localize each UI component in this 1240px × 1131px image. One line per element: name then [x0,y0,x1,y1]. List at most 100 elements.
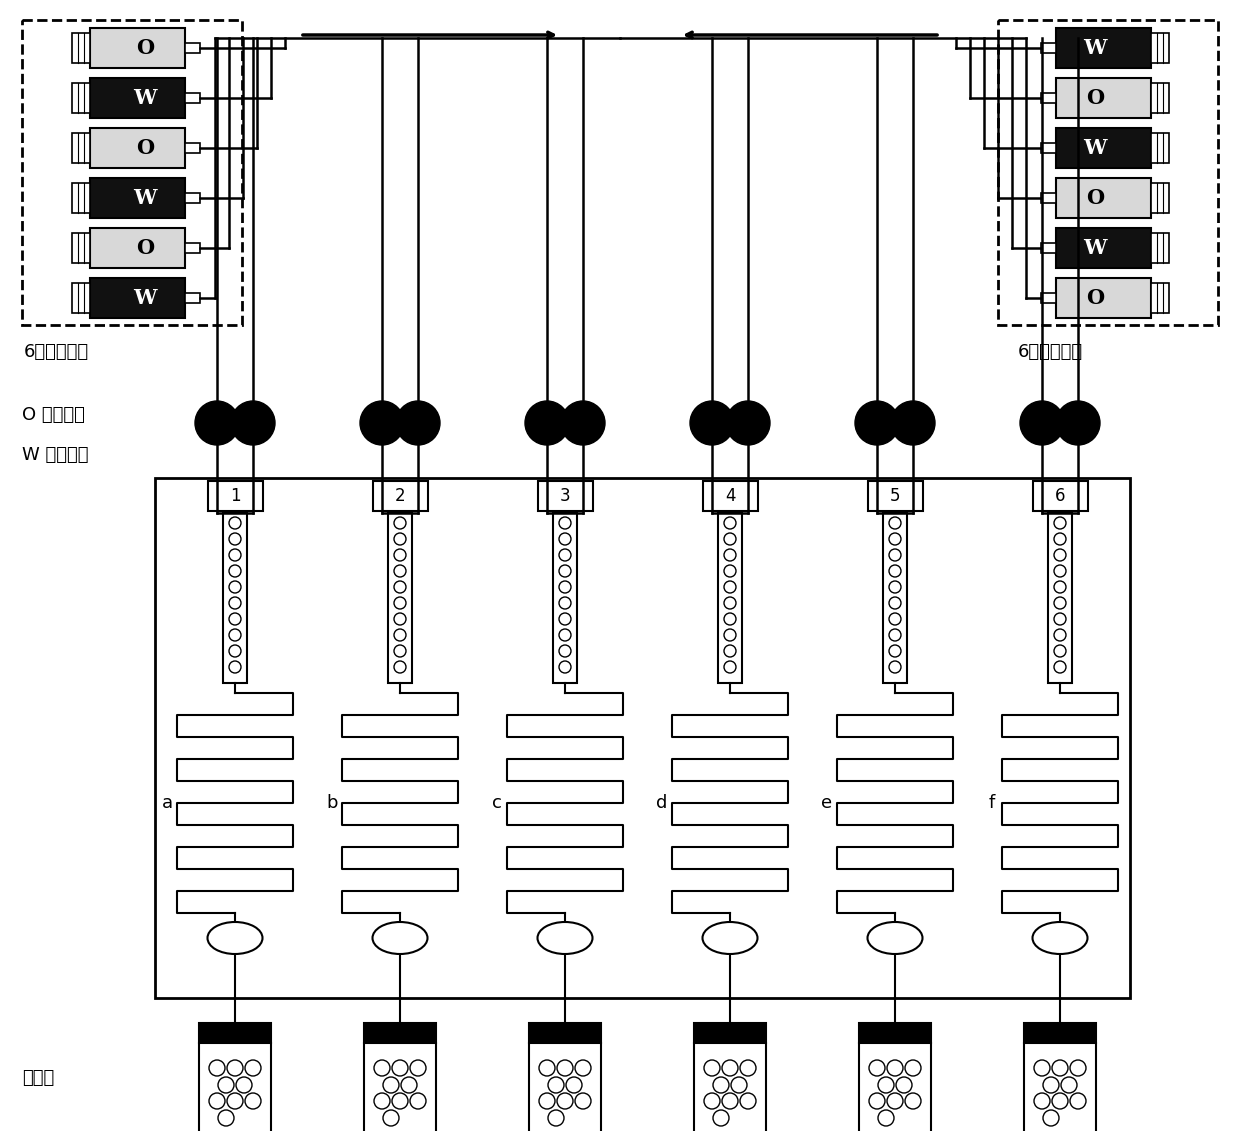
Bar [372,481,428,511]
Circle shape [897,1077,911,1093]
Circle shape [236,1077,252,1093]
Ellipse shape [537,922,593,955]
Bar [89,28,185,68]
Circle shape [229,597,241,608]
Bar [1151,183,1168,213]
Circle shape [724,533,737,545]
Circle shape [560,402,605,444]
Bar [72,233,89,264]
Circle shape [724,549,737,561]
Text: O: O [136,138,154,158]
Circle shape [724,629,737,641]
Circle shape [704,1060,720,1076]
Bar [1151,33,1168,63]
Circle shape [740,1060,756,1076]
Circle shape [525,402,569,444]
Bar [537,481,593,511]
Circle shape [394,517,405,529]
Circle shape [229,533,241,545]
Circle shape [1054,533,1066,545]
Circle shape [1070,1093,1086,1110]
Bar [185,243,200,253]
Circle shape [905,1060,921,1076]
Bar [529,1043,601,1131]
Circle shape [195,402,239,444]
Circle shape [410,1060,427,1076]
Bar [198,1024,272,1043]
Circle shape [889,661,901,673]
Bar [718,513,742,683]
Circle shape [229,581,241,593]
Text: 1: 1 [229,487,241,506]
Bar [859,1043,931,1131]
Circle shape [575,1093,591,1110]
Bar [1151,233,1168,264]
Circle shape [383,1110,399,1126]
Circle shape [724,661,737,673]
Ellipse shape [868,922,923,955]
Circle shape [713,1110,729,1126]
Text: W: W [133,288,156,308]
Text: 3: 3 [559,487,570,506]
Bar [694,1043,766,1131]
Text: 5: 5 [890,487,900,506]
Circle shape [740,1093,756,1110]
Circle shape [383,1077,399,1093]
Circle shape [725,402,770,444]
Text: W: W [1084,138,1107,158]
Bar [1055,228,1151,268]
Circle shape [889,549,901,561]
Bar [1024,1043,1096,1131]
Text: O 为分散相: O 为分散相 [22,406,84,424]
Circle shape [231,402,275,444]
Text: W: W [133,88,156,107]
Bar [365,1024,436,1043]
Circle shape [210,1060,224,1076]
Text: 6: 6 [1055,487,1065,506]
Circle shape [1054,549,1066,561]
Circle shape [229,613,241,625]
Bar [1048,513,1073,683]
Circle shape [210,1093,224,1110]
Circle shape [227,1093,243,1110]
Bar [859,1024,931,1043]
Text: O: O [136,38,154,58]
Circle shape [557,1060,573,1076]
Circle shape [394,549,405,561]
Circle shape [218,1110,234,1126]
Bar [694,1024,766,1043]
Circle shape [889,629,901,641]
Circle shape [557,1093,573,1110]
Bar [72,133,89,163]
Circle shape [1054,597,1066,608]
Circle shape [394,645,405,657]
Bar [89,178,185,218]
Circle shape [1034,1060,1050,1076]
Circle shape [856,402,899,444]
Circle shape [889,566,901,577]
Bar [1040,243,1055,253]
Circle shape [575,1060,591,1076]
Bar [22,20,242,325]
Bar [1040,193,1055,202]
Bar [703,481,758,511]
Bar [185,43,200,53]
Text: c: c [492,794,502,812]
Bar [72,183,89,213]
Bar [72,33,89,63]
Circle shape [246,1060,260,1076]
Circle shape [392,1093,408,1110]
Circle shape [229,645,241,657]
Circle shape [713,1077,729,1093]
Circle shape [401,1077,417,1093]
Circle shape [722,1060,738,1076]
Circle shape [559,645,570,657]
Bar [388,513,412,683]
Circle shape [724,613,737,625]
Circle shape [559,549,570,561]
Circle shape [869,1060,885,1076]
Bar [1040,293,1055,303]
Circle shape [565,1077,582,1093]
Ellipse shape [372,922,428,955]
Circle shape [410,1093,427,1110]
